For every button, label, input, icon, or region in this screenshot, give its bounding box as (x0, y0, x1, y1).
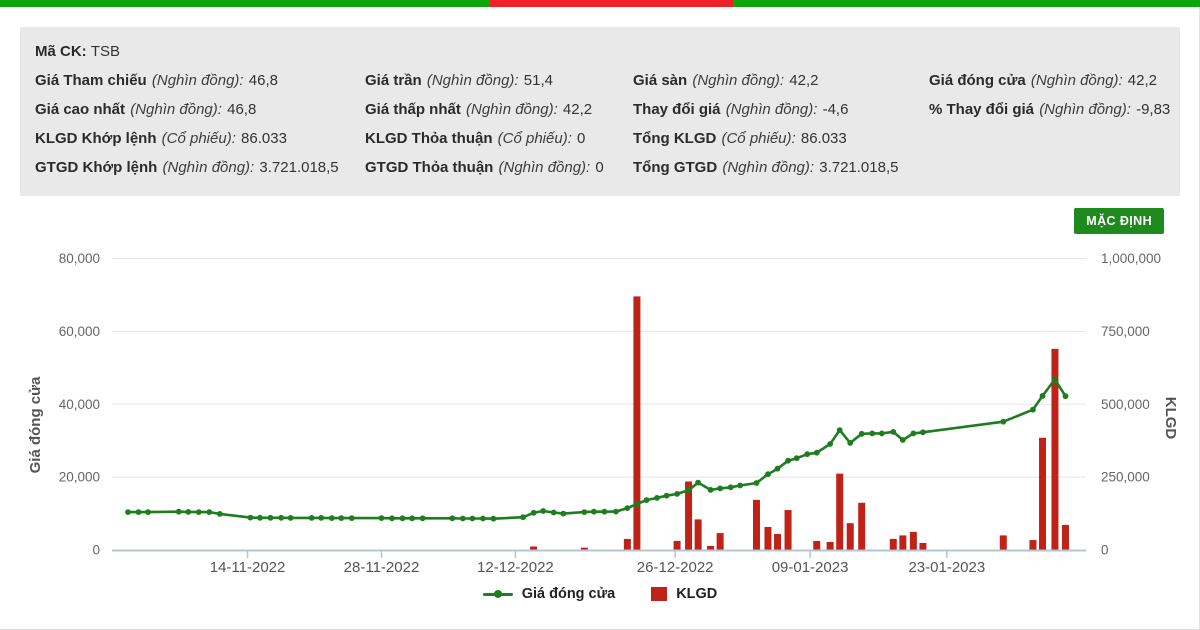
svg-text:750,000: 750,000 (1101, 324, 1150, 339)
left-axis-title: Giá đóng cửa (27, 376, 44, 473)
stat-cell: GTGD Khớp lệnh (Nghìn đồng): 3.721.018,5 (35, 159, 339, 176)
svg-text:20,000: 20,000 (59, 470, 100, 485)
legend-label-close-price: Giá đóng cửa (521, 586, 616, 602)
stat-cell: % Thay đổi giá (Nghìn đồng): -9,83 (929, 101, 1171, 118)
stat-row: GTGD Khớp lệnh (Nghìn đồng): 3.721.018,5… (35, 153, 1180, 182)
stat-row: Giá cao nhất (Nghìn đồng): 46,8 Giá thấp … (35, 95, 1180, 124)
stat-cell: Tổng KLGD (Cổ phiếu): 86.033 (633, 130, 847, 147)
svg-text:1,000,000: 1,000,000 (1101, 251, 1161, 266)
stat-row: KLGD Khớp lệnh (Cổ phiếu): 86.033 KLGD Th… (35, 124, 1180, 153)
svg-text:14-11-2022: 14-11-2022 (210, 559, 286, 576)
stat-cell: Giá Tham chiếu (Nghìn đồng): 46,8 (35, 72, 278, 89)
svg-text:0: 0 (92, 543, 100, 558)
stat-cell: Giá thấp nhất (Nghìn đồng): 42,2 (365, 101, 593, 118)
stat-cell: Tổng GTGD (Nghìn đồng): 3.721.018,5 (633, 159, 899, 176)
stat-cell: KLGD Thỏa thuận (Cổ phiếu): 0 (365, 130, 586, 147)
line-marker-dot-icon (493, 590, 502, 598)
right-axis-title: KLGD (1162, 397, 1179, 440)
bar-series-icon (651, 587, 668, 601)
top-nav-active-segment (490, 0, 733, 7)
svg-text:23-01-2023: 23-01-2023 (908, 559, 985, 576)
stat-cell: Giá trần (Nghìn đồng): 51,4 (365, 72, 553, 89)
legend-item-close-price[interactable]: Giá đóng cửa (482, 586, 616, 602)
svg-text:26-12-2022: 26-12-2022 (637, 559, 714, 576)
chart-canvas[interactable]: 0 20,000 40,000 60,000 80,000 0 250,000 500,000… (0, 200, 1200, 630)
right-axis-tick-labels: 0 250,000 500,000 750,000 1,000,000 (1101, 251, 1161, 558)
stat-cell: Giá đóng cửa (Nghìn đồng): 42,2 (929, 72, 1157, 89)
stat-cell: GTGD Thỏa thuận (Nghìn đồng): 0 (365, 159, 604, 176)
chart-legend: Giá đóng cửa KLGD (0, 586, 1200, 602)
stat-row: Giá Tham chiếu (Nghìn đồng): 46,8 Giá trầ… (35, 66, 1180, 95)
svg-text:250,000: 250,000 (1101, 470, 1150, 485)
line-series-icon (482, 590, 513, 598)
default-view-button[interactable]: MẶC ĐỊNH (1074, 208, 1164, 234)
stat-cell: Giá sàn (Nghìn đồng): 42,2 (633, 72, 819, 89)
svg-text:60,000: 60,000 (59, 324, 100, 339)
svg-text:0: 0 (1101, 543, 1109, 558)
svg-text:09-01-2023: 09-01-2023 (772, 559, 849, 576)
price-volume-chart[interactable]: 0 20,000 40,000 60,000 80,000 0 250,000 500,000… (0, 200, 1200, 630)
volume-bars (530, 296, 1069, 550)
svg-text:500,000: 500,000 (1101, 397, 1150, 412)
svg-text:28-11-2022: 28-11-2022 (344, 559, 420, 576)
stock-info-panel: Mã CK: TSB Giá Tham chiếu (Nghìn đồng): 4… (20, 27, 1180, 196)
x-axis-ticks: 14-11-2022 28-11-2022 12-12-2022 26-12-2022… (210, 551, 985, 576)
close-price-line (126, 378, 1067, 520)
stat-cell: Mã CK: TSB (35, 43, 121, 60)
legend-label-volume: KLGD (676, 586, 718, 602)
stat-cell: Giá cao nhất (Nghìn đồng): 46,8 (35, 101, 257, 118)
svg-text:40,000: 40,000 (59, 397, 100, 412)
stat-row: Mã CK: TSB (35, 37, 1180, 66)
legend-item-volume[interactable]: KLGD (651, 586, 717, 602)
gridlines (112, 258, 1086, 478)
left-axis-tick-labels: 0 20,000 40,000 60,000 80,000 (59, 251, 100, 558)
stat-cell: Thay đổi giá (Nghìn đồng): -4,6 (633, 101, 849, 118)
top-nav-strip (0, 0, 1200, 7)
close-price-dots (125, 376, 1069, 522)
stat-cell: KLGD Khớp lệnh (Cổ phiếu): 86.033 (35, 130, 287, 147)
svg-text:12-12-2022: 12-12-2022 (477, 559, 554, 576)
svg-text:80,000: 80,000 (59, 251, 100, 266)
